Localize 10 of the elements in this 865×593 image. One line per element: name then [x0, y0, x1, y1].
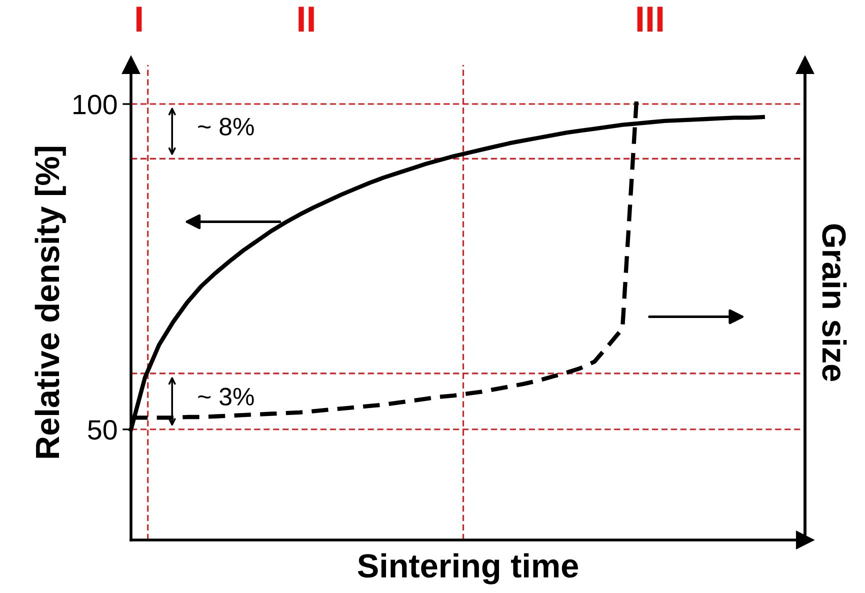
annotation: ~ 8%	[198, 118, 254, 136]
text: I	[136, 6, 142, 32]
text: III	[637, 6, 663, 32]
text: II	[298, 6, 314, 32]
y-axis-title: Relative density [%]	[34, 146, 66, 458]
y-tick-label: 100	[74, 94, 117, 114]
x-axis-title: Sintering time	[358, 553, 578, 584]
y2-axis-title: Grain size	[822, 224, 847, 382]
y-tick-label: 50	[88, 420, 117, 440]
annotation: ~ 3%	[198, 388, 254, 406]
